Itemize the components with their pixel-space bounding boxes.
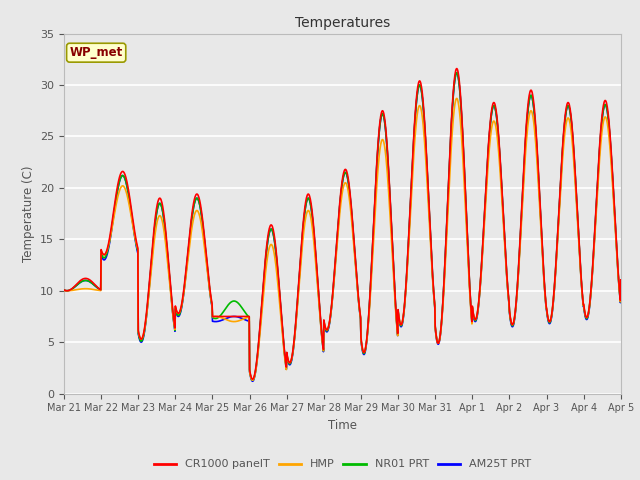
X-axis label: Time: Time (328, 419, 357, 432)
Text: WP_met: WP_met (70, 46, 123, 59)
Legend: CR1000 panelT, HMP, NR01 PRT, AM25T PRT: CR1000 panelT, HMP, NR01 PRT, AM25T PRT (150, 455, 535, 474)
Title: Temperatures: Temperatures (295, 16, 390, 30)
Y-axis label: Temperature (C): Temperature (C) (22, 165, 35, 262)
